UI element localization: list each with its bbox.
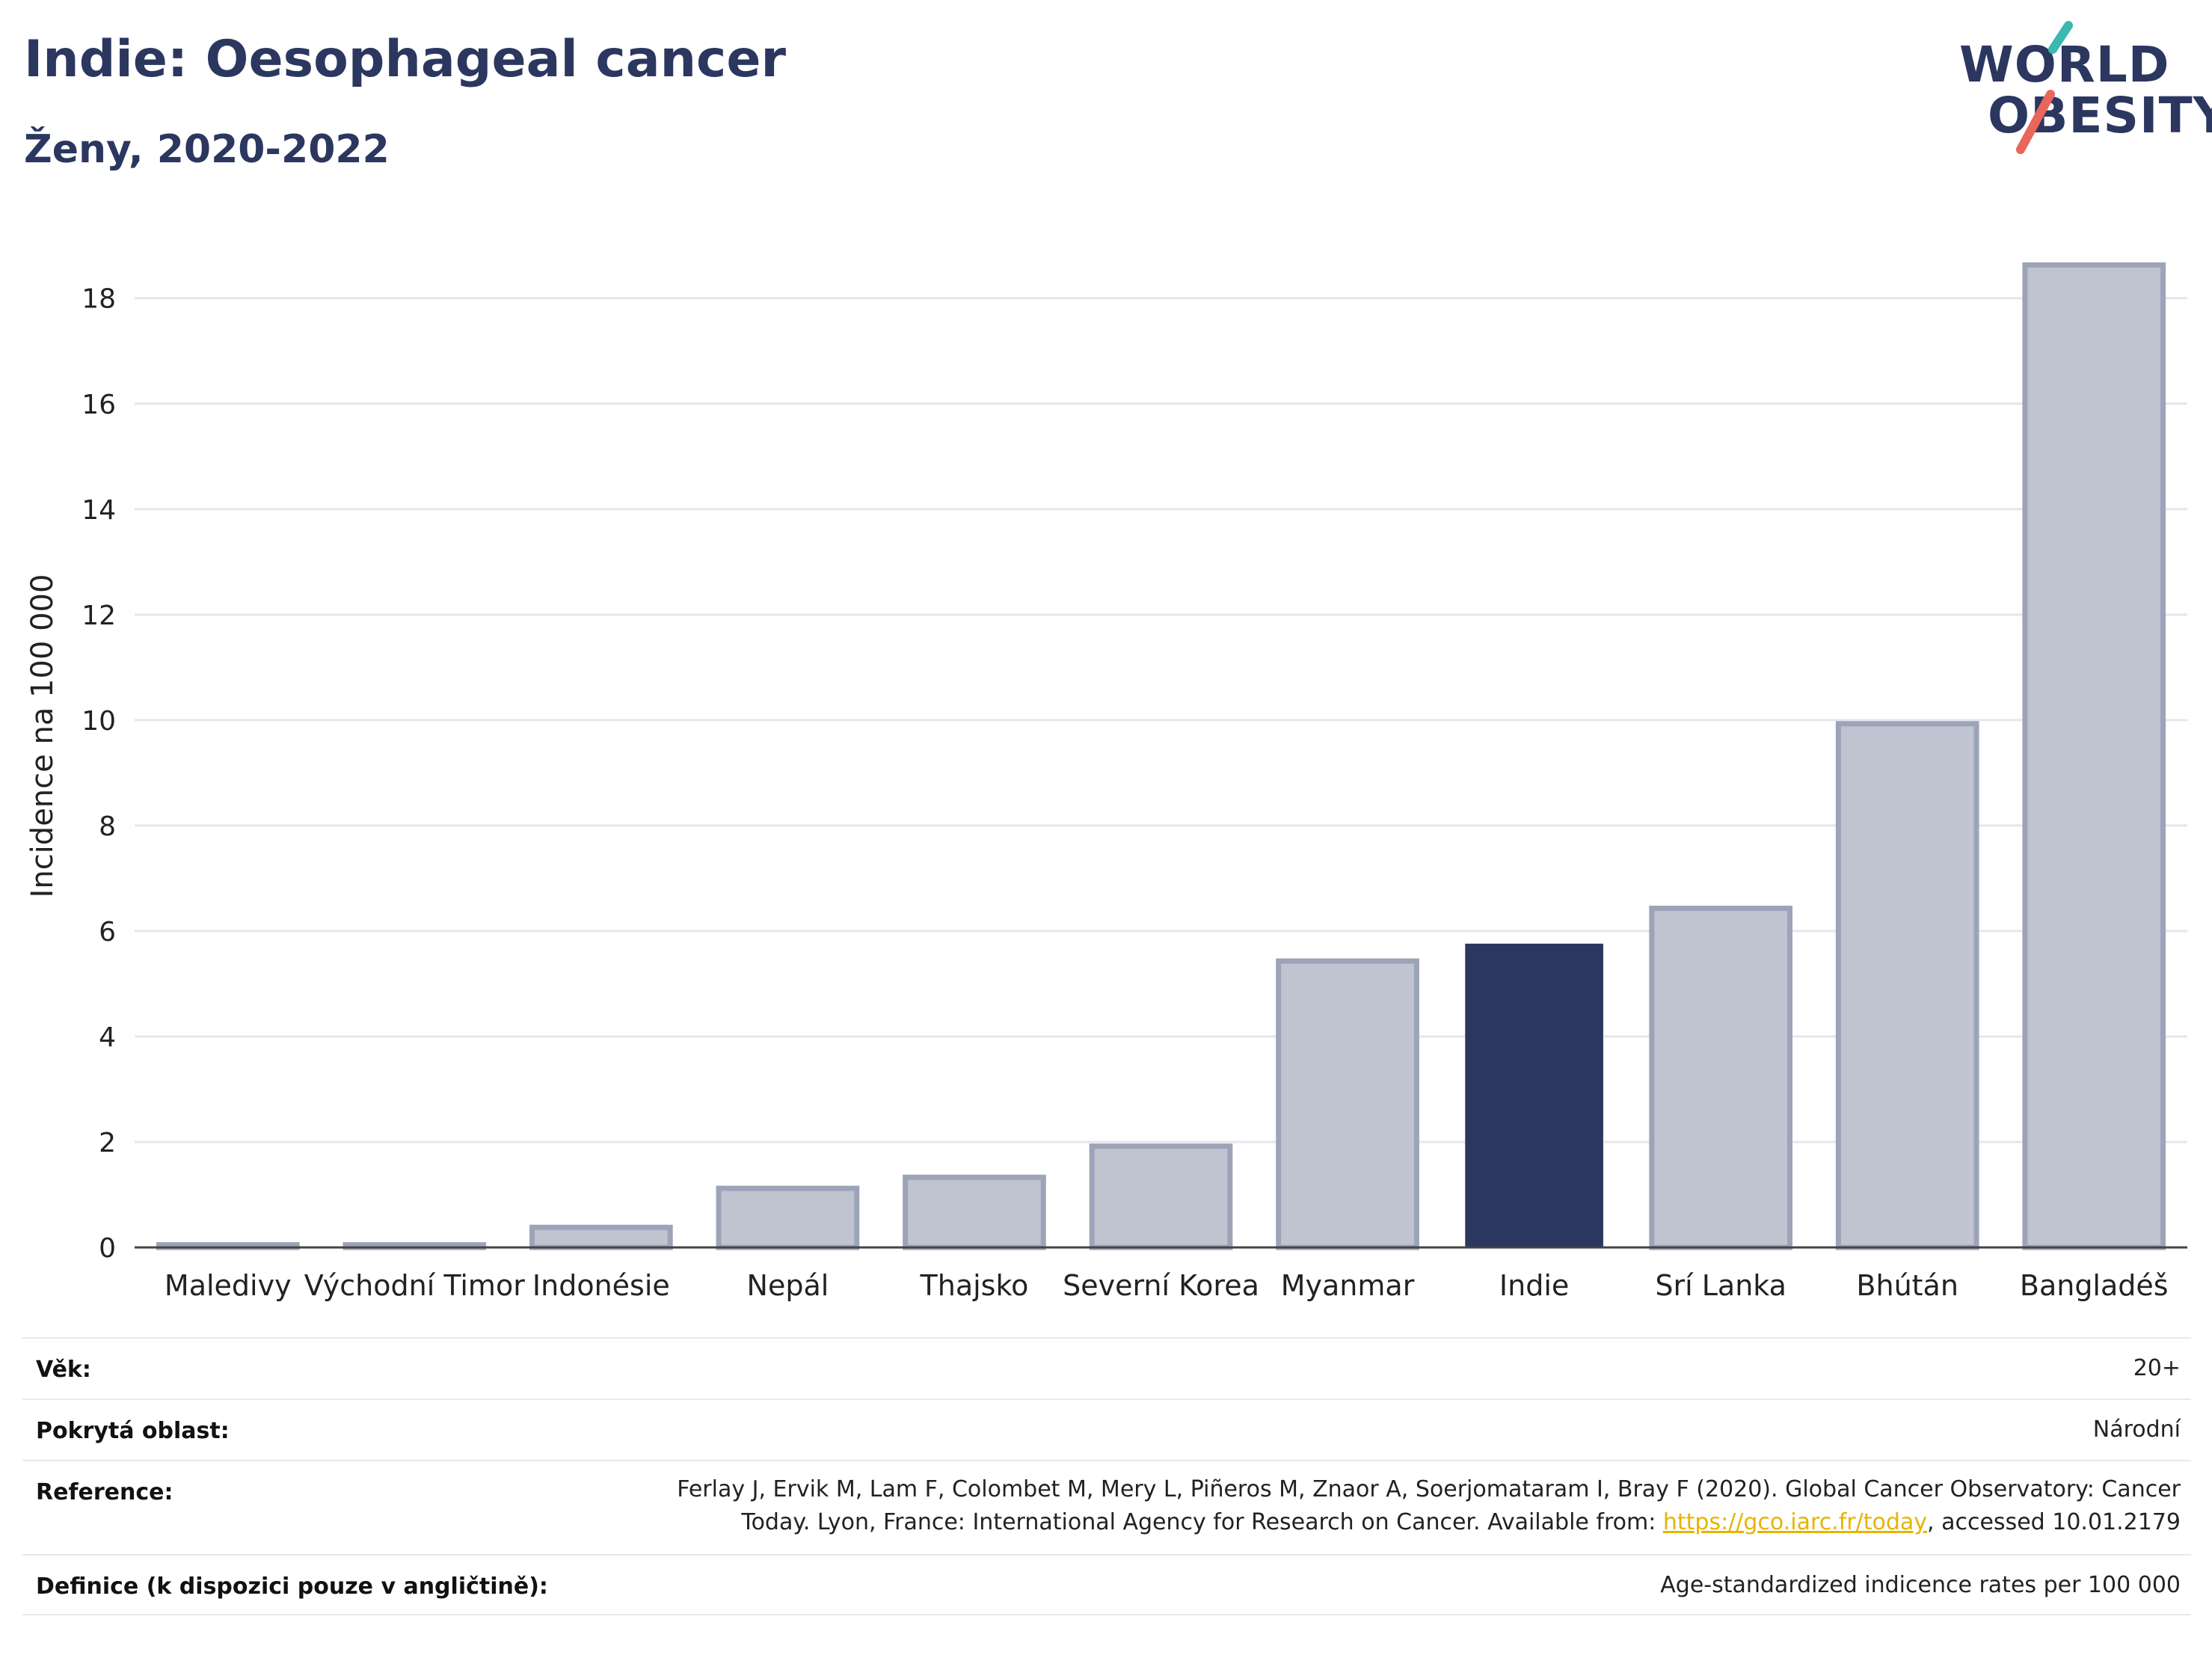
definition-label: Definice (k dispozici pouze v angličtině… — [36, 1573, 548, 1600]
y-tick-label: 4 — [99, 1022, 116, 1053]
definition-value: Age-standardized indicence rates per 100… — [1660, 1572, 2181, 1598]
y-tick-label: 10 — [82, 706, 116, 737]
logo-word-world: WORLD — [1959, 36, 2170, 93]
bar-severní-korea — [1089, 1143, 1233, 1250]
y-tick-label: 18 — [82, 284, 116, 315]
y-tick-label: 2 — [99, 1128, 116, 1158]
x-tick-label: Thajsko — [920, 1269, 1029, 1302]
meta-row-definition: Definice (k dispozici pouze v angličtině… — [22, 1554, 2191, 1615]
y-tick-label: 16 — [82, 390, 116, 420]
bar-indonésie — [529, 1224, 673, 1250]
reference-value: Ferlay J, Ervik M, Lam F, Colombet M, Me… — [677, 1473, 2181, 1539]
logo-slash-icon — [2016, 21, 2073, 154]
meta-row-age: Věk: 20+ — [22, 1337, 2191, 1398]
x-tick-label: Srí Lanka — [1655, 1269, 1787, 1302]
y-tick-label: 14 — [82, 495, 116, 526]
area-value: Národní — [2092, 1416, 2181, 1443]
y-tick-label: 6 — [99, 917, 116, 948]
x-tick-labels: Maledivy Východní Timor Indonésie Nepál Thaj… — [165, 1269, 2169, 1302]
reference-link[interactable]: https://gco.iarc.fr/today — [1662, 1509, 1928, 1535]
metadata-table: Věk: 20+ Pokrytá oblast: Národní Referen… — [22, 1337, 2191, 1615]
y-tick-label: 8 — [99, 811, 116, 842]
y-tick-label: 0 — [99, 1233, 116, 1264]
x-tick-label: Maledivy — [165, 1269, 292, 1302]
bar-srí-lanka — [1649, 906, 1792, 1250]
age-value: 20+ — [2133, 1355, 2181, 1381]
x-tick-label: Indie — [1499, 1269, 1569, 1302]
bar-myanmar — [1276, 958, 1419, 1250]
y-tick-labels: 0 2 4 6 8 10 12 14 16 18 — [82, 284, 116, 1264]
y-tick-label: 12 — [82, 601, 116, 631]
x-tick-label: Myanmar — [1281, 1269, 1415, 1302]
reference-line-2-post: , accessed 10.01.2179 — [1927, 1509, 2181, 1535]
x-tick-label: Nepál — [747, 1269, 829, 1302]
y-axis-label: Incidence na 100 000 — [25, 574, 60, 898]
bar-nepál — [716, 1185, 860, 1250]
area-label: Pokrytá oblast: — [36, 1418, 230, 1444]
x-tick-label: Východní Timor — [304, 1269, 525, 1302]
reference-label: Reference: — [36, 1479, 173, 1505]
bar-thajsko — [903, 1174, 1046, 1250]
age-label: Věk: — [36, 1357, 91, 1383]
x-tick-label: Bangladéš — [2020, 1269, 2169, 1302]
x-tick-label: Indonésie — [532, 1269, 670, 1302]
chart-subtitle: Ženy, 2020-2022 — [24, 127, 390, 172]
reference-line-2: Today. Lyon, France: International Agenc… — [677, 1506, 2181, 1539]
bar-bhútán — [1835, 721, 1979, 1250]
meta-row-reference: Reference: Ferlay J, Ervik M, Lam F, Col… — [22, 1460, 2191, 1554]
x-tick-label: Bhútán — [1856, 1269, 1958, 1302]
chart-title: Indie: Oesophageal cancer — [24, 30, 787, 89]
bars — [156, 262, 2166, 1250]
reference-line-2-pre: Today. Lyon, France: International Agenc… — [741, 1509, 1663, 1535]
x-tick-label: Severní Korea — [1063, 1269, 1259, 1302]
meta-row-area: Pokrytá oblast: Národní — [22, 1398, 2191, 1460]
bar-bangladéš — [2022, 262, 2166, 1250]
world-obesity-logo: WORLD OBESITY — [1944, 21, 2212, 163]
bar-indie — [1465, 943, 1603, 1247]
reference-line-1: Ferlay J, Ervik M, Lam F, Colombet M, Me… — [677, 1476, 2181, 1502]
